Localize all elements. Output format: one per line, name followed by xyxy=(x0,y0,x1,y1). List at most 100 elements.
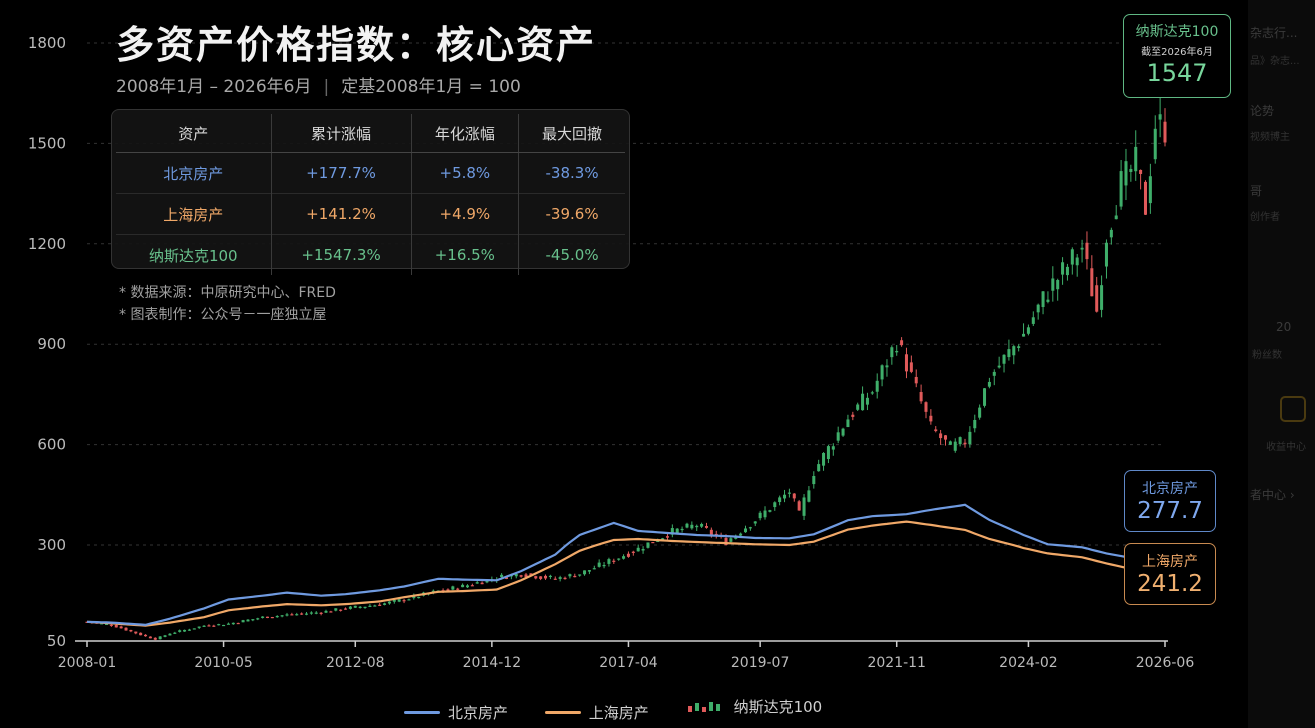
candle-body xyxy=(812,476,816,485)
candle xyxy=(144,634,148,637)
candle xyxy=(1017,344,1021,352)
candle-body xyxy=(978,407,982,418)
candle-body xyxy=(1031,317,1035,324)
panel-count: 20 xyxy=(1276,320,1292,334)
candle xyxy=(831,443,835,456)
candle-body xyxy=(465,585,469,588)
candle-body xyxy=(1163,121,1167,143)
candle xyxy=(329,610,333,613)
candle xyxy=(1031,311,1035,327)
candle xyxy=(1119,159,1123,210)
candle xyxy=(1114,205,1118,220)
side-panel: 杂志行... 品》杂志... 论势 视频博主 哥 创作者 20 粉丝数 收益中心… xyxy=(1248,0,1315,728)
candle xyxy=(1085,231,1089,270)
candle-body xyxy=(124,627,128,631)
candle-body xyxy=(973,419,977,429)
candle xyxy=(1143,180,1148,215)
candle-body xyxy=(607,559,611,564)
candle-body xyxy=(192,628,196,630)
candle-body xyxy=(870,392,874,394)
candle xyxy=(568,573,572,579)
x-tick-label: 2008-01 xyxy=(58,655,117,671)
panel-text-2: 品》杂志... xyxy=(1250,56,1300,67)
panel-income[interactable]: 收益中心 xyxy=(1266,442,1306,453)
candle xyxy=(119,625,123,629)
candle-body xyxy=(1036,304,1040,313)
candle-body xyxy=(524,574,528,578)
candle xyxy=(753,521,757,527)
candle xyxy=(924,401,928,419)
candle-body xyxy=(387,601,391,604)
panel-creator[interactable]: 者中心 › xyxy=(1250,488,1295,502)
candle-body xyxy=(417,596,421,599)
candle xyxy=(695,524,699,531)
candle-body xyxy=(109,624,113,626)
candle-body xyxy=(544,575,548,579)
candle xyxy=(285,612,289,617)
candle xyxy=(1075,254,1079,277)
candle-body xyxy=(1012,346,1016,356)
candle xyxy=(641,546,645,554)
candle-body xyxy=(173,632,177,634)
candle xyxy=(612,558,616,564)
candle-body xyxy=(314,612,318,614)
candle xyxy=(319,611,323,616)
candle xyxy=(690,521,694,530)
candle-body xyxy=(153,637,157,640)
panel-text-3: 论势 xyxy=(1250,104,1275,118)
wallet-icon[interactable] xyxy=(1280,396,1306,422)
candle xyxy=(914,369,918,388)
candle-body xyxy=(300,613,304,615)
x-tick-label: 2012-08 xyxy=(326,655,385,671)
legend-beijing-swatch xyxy=(404,710,440,714)
candle xyxy=(1061,257,1065,285)
candle xyxy=(758,510,762,521)
candle-body xyxy=(900,340,904,346)
candle-body xyxy=(178,630,182,632)
candle xyxy=(763,506,767,520)
candle-body xyxy=(148,636,152,639)
candle-body xyxy=(241,620,245,623)
candle-body xyxy=(519,575,523,577)
candle-body xyxy=(856,404,860,410)
candle-body xyxy=(846,419,850,428)
candle xyxy=(163,634,167,638)
candle xyxy=(626,551,630,558)
candle-body xyxy=(880,365,884,380)
y-tick-label: 300 xyxy=(37,536,66,554)
candle-body xyxy=(168,633,172,636)
y-tick-label: 50 xyxy=(47,632,66,650)
legend-shanghai[interactable]: 上海房产 xyxy=(544,702,649,723)
candle xyxy=(685,522,689,529)
candle xyxy=(178,629,182,633)
row-annual: +16.5% xyxy=(411,234,520,275)
candle-body xyxy=(226,623,230,625)
header-total: 累计涨幅 xyxy=(271,114,412,153)
candle-body xyxy=(1158,114,1162,120)
candle-body xyxy=(997,365,1001,368)
x-tick-label: 2014-12 xyxy=(463,655,522,671)
candle-body xyxy=(309,612,313,614)
candle-body xyxy=(197,626,201,628)
legend-nasdaq[interactable]: 纳斯达克100 xyxy=(686,696,822,717)
candle-body xyxy=(826,446,830,460)
candle-body xyxy=(587,570,591,572)
candle xyxy=(207,624,211,627)
candle xyxy=(241,619,245,623)
candle-body xyxy=(934,429,938,432)
candle xyxy=(129,629,133,633)
candle-body xyxy=(612,560,616,562)
legend-beijing[interactable]: 北京房产 xyxy=(404,702,508,723)
candle xyxy=(1036,303,1040,320)
candle xyxy=(187,628,191,631)
candle xyxy=(1080,239,1084,263)
candle xyxy=(261,616,265,619)
candle xyxy=(548,574,552,580)
candle xyxy=(265,616,269,619)
x-tick-label: 2019-07 xyxy=(731,655,790,671)
candle xyxy=(978,404,982,420)
candle xyxy=(251,619,255,622)
candle xyxy=(544,574,548,580)
candle-body xyxy=(909,362,913,372)
candle-body xyxy=(1090,268,1094,297)
